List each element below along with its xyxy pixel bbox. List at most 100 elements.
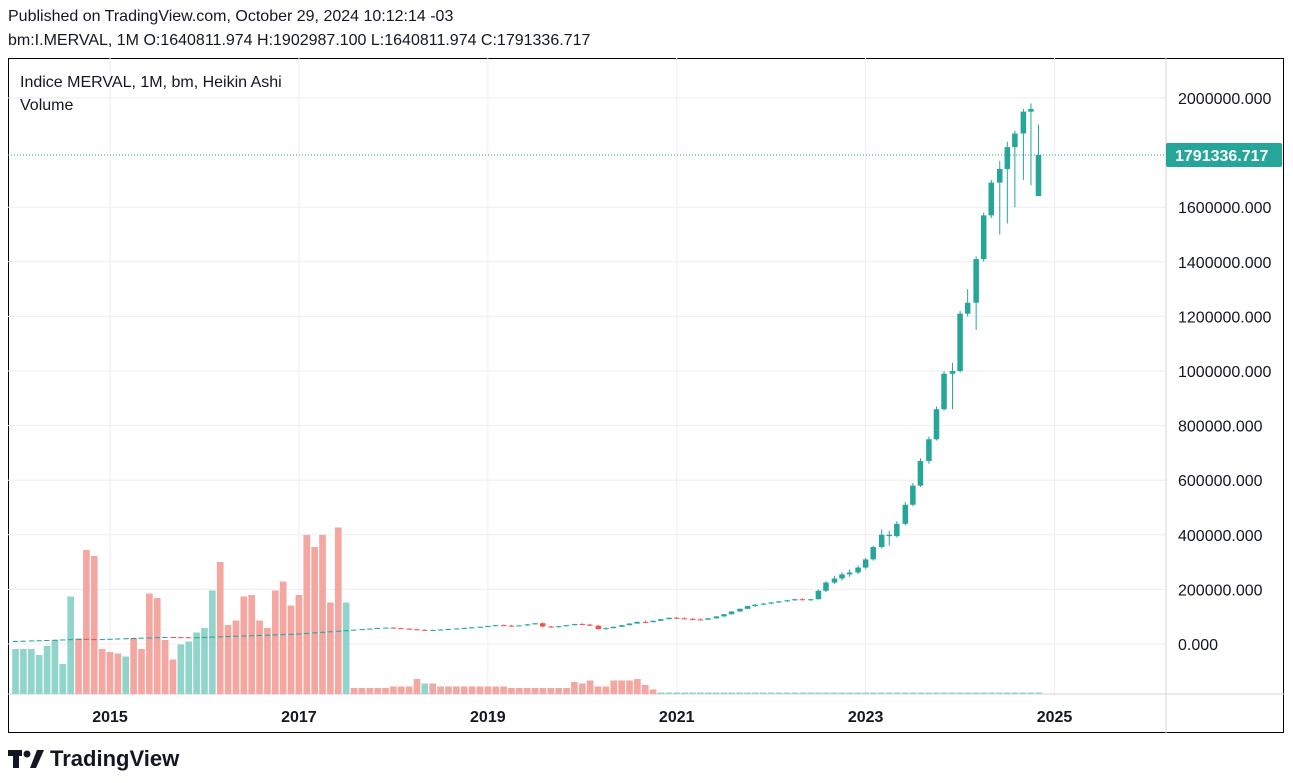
volume-bar xyxy=(287,605,295,694)
candle-body xyxy=(185,637,192,639)
candle-body xyxy=(162,637,168,639)
volume-bar xyxy=(563,688,570,694)
volume-bar xyxy=(358,688,366,694)
volume-bar xyxy=(594,686,602,694)
volume-bar xyxy=(500,686,507,694)
candle-body xyxy=(36,640,42,642)
candle-body xyxy=(1020,111,1027,134)
volume-bar xyxy=(413,679,421,694)
volume-bar xyxy=(571,682,578,694)
volume-bar xyxy=(122,656,130,694)
volume-bar xyxy=(201,628,208,694)
candle-body xyxy=(209,636,215,638)
volume-bar xyxy=(43,646,51,694)
candle-body xyxy=(619,625,625,627)
candle-body xyxy=(926,439,932,462)
candle-body xyxy=(595,625,602,629)
volume-bar xyxy=(649,689,657,694)
candle-body xyxy=(12,640,19,642)
candle-body xyxy=(383,627,389,629)
price-chart[interactable]: 2000000.000 1600000.000 1400000.000 1200000… xyxy=(8,58,1284,733)
volume-bar xyxy=(342,602,350,694)
candle-body xyxy=(390,627,397,629)
volume-bar xyxy=(1011,692,1019,694)
legend-volume: Volume xyxy=(20,97,74,114)
y-tick-label: 2000000.000 xyxy=(1178,91,1272,108)
volume-bar xyxy=(35,655,43,694)
candle-body xyxy=(681,618,688,620)
volume-bar xyxy=(988,692,995,694)
candle-body xyxy=(406,628,413,630)
last-price-tag-box xyxy=(1166,142,1282,167)
candle-body xyxy=(690,618,696,620)
volume-bar xyxy=(138,649,145,694)
candle-body xyxy=(642,621,649,623)
candle-body xyxy=(130,637,137,639)
volume-bar xyxy=(539,688,547,694)
volume-bar xyxy=(665,692,673,694)
x-tick-label: 2019 xyxy=(470,709,506,726)
x-tick-label: 2015 xyxy=(92,709,128,726)
candle-body xyxy=(272,634,279,636)
candle-body xyxy=(232,635,239,637)
candle-body xyxy=(988,182,995,216)
volume-bar xyxy=(484,686,492,694)
y-tick-label: 200000.000 xyxy=(1178,582,1263,599)
volume-bar xyxy=(854,692,862,694)
candle-body xyxy=(775,601,782,603)
footer-brand: TradingView xyxy=(8,746,179,772)
footer-brand-label: TradingView xyxy=(50,746,180,771)
candle-body xyxy=(555,626,562,628)
volume-bar xyxy=(752,692,759,694)
volume-bar xyxy=(681,692,688,694)
last-price-tag: 1791336.717 xyxy=(1166,142,1282,167)
candle-body xyxy=(288,633,295,635)
volume-bar xyxy=(783,692,791,694)
candle-body xyxy=(862,559,869,568)
candle-body xyxy=(964,302,971,314)
candle-body xyxy=(492,625,499,627)
candle-body xyxy=(910,485,916,505)
chart-frame xyxy=(8,58,1284,733)
y-tick-label: 1400000.000 xyxy=(1178,255,1272,272)
volume-bar xyxy=(901,692,909,694)
volume-bar xyxy=(366,688,374,694)
volume-bar xyxy=(602,686,610,694)
volume-bar xyxy=(327,602,334,694)
volume-bar xyxy=(586,680,594,694)
volume-bar xyxy=(767,692,775,694)
candle-body xyxy=(138,637,144,639)
candle-body xyxy=(296,633,302,635)
candle-body xyxy=(980,215,987,260)
volume-bar xyxy=(948,692,956,694)
volume-bar xyxy=(822,692,830,694)
candle-body xyxy=(855,567,861,573)
candle-body xyxy=(225,636,231,638)
volume-bar xyxy=(303,535,311,694)
volume-bar xyxy=(59,664,67,694)
candle-body xyxy=(721,614,727,617)
candle-body xyxy=(343,630,349,632)
volume-bar xyxy=(885,692,893,694)
candle-body xyxy=(728,611,735,615)
volume-bar xyxy=(460,686,468,694)
candle-body xyxy=(501,625,507,627)
candle-body xyxy=(744,606,751,609)
time-axis: 2015 2017 2019 2021 2023 2025 xyxy=(92,709,1072,726)
volume-bar xyxy=(830,692,838,694)
candle-body xyxy=(248,635,255,637)
volume-bar xyxy=(815,692,822,694)
volume-bar xyxy=(736,692,744,694)
volume-bar xyxy=(153,598,161,694)
volume-bar xyxy=(720,692,728,694)
candle-body xyxy=(312,632,318,634)
volume-bar xyxy=(523,688,531,694)
volume-bar xyxy=(185,641,193,694)
candle-body xyxy=(469,627,475,629)
volume-bar xyxy=(862,692,869,694)
volume-bar xyxy=(421,683,429,694)
volume-bar xyxy=(618,680,625,694)
volume-bar xyxy=(169,659,177,694)
candle-body xyxy=(737,608,743,612)
volume-bar xyxy=(350,688,358,694)
